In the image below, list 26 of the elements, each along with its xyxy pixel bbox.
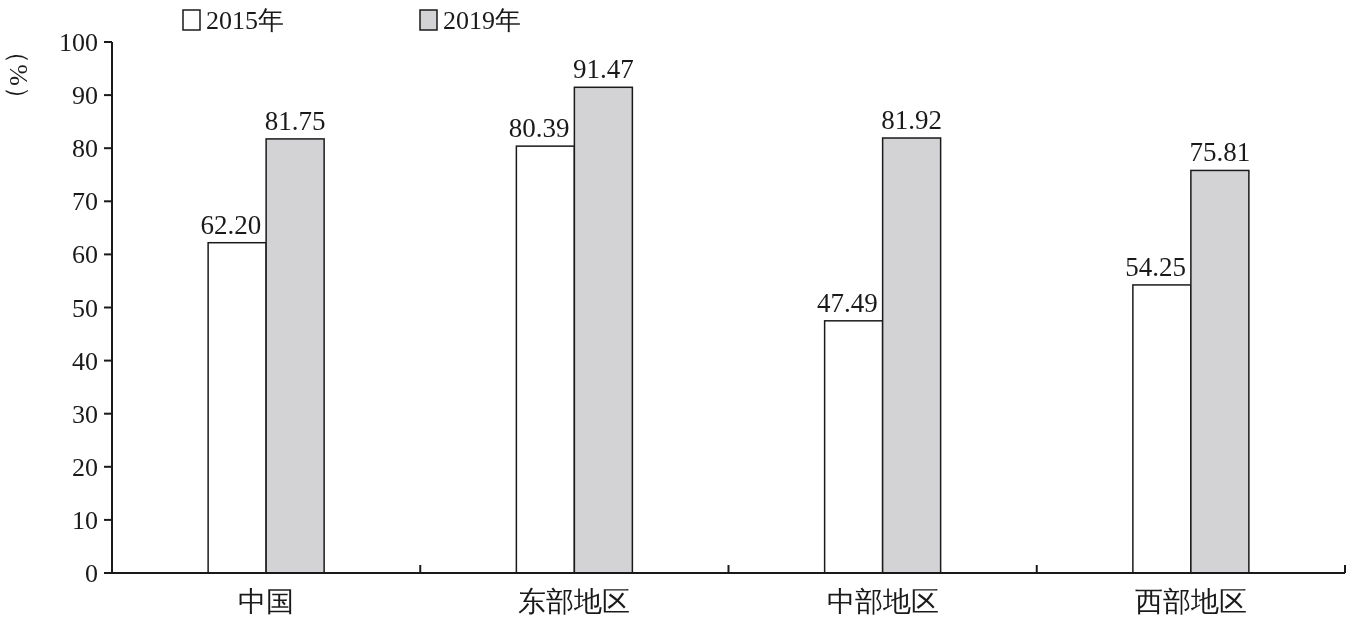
y-tick-label: 40 <box>72 346 98 376</box>
x-tick-label: 西部地区 <box>1134 586 1247 617</box>
x-tick-label: 中部地区 <box>826 586 939 617</box>
y-tick-label: 60 <box>72 240 98 270</box>
data-label: 80.39 <box>508 113 570 144</box>
y-tick-label: 70 <box>72 187 98 217</box>
y-tick-label: 80 <box>72 134 98 164</box>
data-label: 47.49 <box>816 287 878 318</box>
y-tick-label: 10 <box>72 505 98 535</box>
data-label: 75.81 <box>1189 137 1251 168</box>
y-axis-title: （%） <box>4 38 33 112</box>
data-label: 91.47 <box>573 54 634 85</box>
legend-label: 2019年 <box>443 6 521 35</box>
data-label: 81.75 <box>264 105 326 136</box>
x-tick-label: 中国 <box>238 586 295 617</box>
data-label: 54.25 <box>1125 251 1186 282</box>
y-tick-label: 20 <box>72 452 98 482</box>
y-tick-label: 50 <box>72 293 98 323</box>
y-tick-label: 30 <box>72 399 98 429</box>
x-tick-label: 东部地区 <box>518 586 631 617</box>
y-tick-label: 90 <box>72 81 98 111</box>
data-label: 62.20 <box>200 209 262 240</box>
data-label: 81.92 <box>881 105 942 135</box>
y-tick-label: 0 <box>85 559 98 588</box>
y-tick-label: 100 <box>59 28 98 57</box>
legend-label: 2015年 <box>206 6 284 35</box>
